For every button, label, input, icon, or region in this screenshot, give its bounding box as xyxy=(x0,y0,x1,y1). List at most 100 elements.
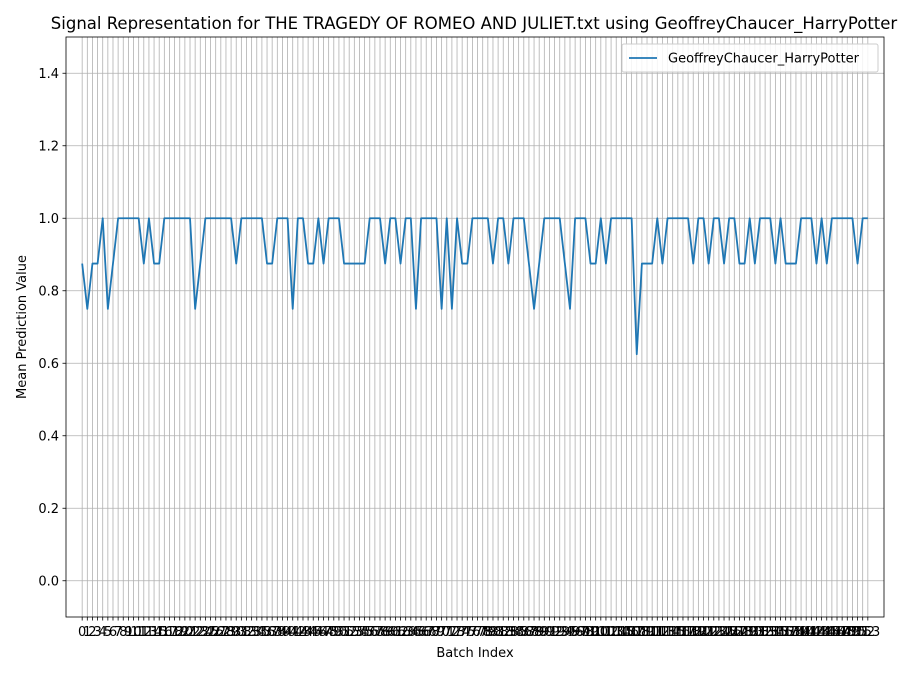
x-tick-label: 46 xyxy=(310,625,327,640)
x-tick-label: 148 xyxy=(830,625,855,640)
chart-title: Signal Representation for THE TRAGEDY OF… xyxy=(51,14,898,34)
x-tick-label: 31 xyxy=(233,625,250,640)
x-tick-label: 97 xyxy=(572,625,589,640)
x-tick-label: 107 xyxy=(619,625,644,640)
x-tick-label: 114 xyxy=(655,625,680,640)
x-tick-label: 102 xyxy=(594,625,619,640)
x-tick-label: 142 xyxy=(799,625,824,640)
x-tick-label: 77 xyxy=(469,625,486,640)
x-tick-label: 8 xyxy=(119,625,127,640)
x-tick-label: 10 xyxy=(125,625,142,640)
series-line xyxy=(81,217,868,356)
x-tick-label: 106 xyxy=(614,625,639,640)
x-tick-label: 72 xyxy=(444,625,461,640)
x-tick-label: 99 xyxy=(582,625,599,640)
x-tick-label: 124 xyxy=(706,625,731,640)
x-tick-label: 87 xyxy=(521,625,538,640)
x-tick-label: 33 xyxy=(243,625,260,640)
x-tick-label: 147 xyxy=(825,625,850,640)
x-tick-label: 51 xyxy=(336,625,353,640)
x-tick-label: 85 xyxy=(510,625,527,640)
x-tick-label: 5 xyxy=(104,625,112,640)
x-tick-label: 89 xyxy=(531,625,548,640)
x-tick-label: 75 xyxy=(459,625,476,640)
x-tick-label: 39 xyxy=(274,625,291,640)
x-tick-label: 57 xyxy=(367,625,384,640)
x-tick-label: 13 xyxy=(141,625,158,640)
x-tick-label: 82 xyxy=(495,625,512,640)
y-tick-label: 1.0 xyxy=(38,212,59,227)
x-tick-label: 100 xyxy=(583,625,608,640)
x-tick-label: 91 xyxy=(541,625,558,640)
x-tick-label: 116 xyxy=(665,625,690,640)
x-tick-label: 70 xyxy=(433,625,450,640)
y-tick-label: 1.4 xyxy=(38,67,59,82)
x-tick-label: 151 xyxy=(845,625,870,640)
x-tick-label: 4 xyxy=(99,625,107,640)
grid xyxy=(66,37,884,617)
x-tick-label: 138 xyxy=(778,625,803,640)
x-tick-label: 101 xyxy=(588,625,613,640)
x-tick-label: 93 xyxy=(551,625,568,640)
x-tick-label: 55 xyxy=(356,625,373,640)
x-tick-label: 3 xyxy=(93,625,101,640)
x-tick-label: 121 xyxy=(691,625,716,640)
x-tick-label: 132 xyxy=(748,625,773,640)
x-tick-label: 81 xyxy=(490,625,507,640)
y-tick-label: 0.0 xyxy=(38,574,59,589)
x-tick-label: 42 xyxy=(290,625,307,640)
x-tick-label: 35 xyxy=(254,625,271,640)
y-axis-label: Mean Prediction Value xyxy=(15,255,30,399)
x-tick-label: 137 xyxy=(773,625,798,640)
x-axis-label: Batch Index xyxy=(436,646,514,661)
x-tick-label: 127 xyxy=(722,625,747,640)
x-tick-label: 94 xyxy=(557,625,574,640)
x-tick-label: 80 xyxy=(485,625,502,640)
x-tick-label: 150 xyxy=(840,625,865,640)
x-tick-label: 103 xyxy=(599,625,624,640)
x-tick-label: 9 xyxy=(124,625,132,640)
x-tick-label: 59 xyxy=(377,625,394,640)
y-tick-label: 0.4 xyxy=(38,429,59,444)
x-tick-label: 118 xyxy=(676,625,701,640)
x-tick-label: 52 xyxy=(341,625,358,640)
x-tick-label: 67 xyxy=(418,625,435,640)
x-tick-label: 145 xyxy=(814,625,839,640)
x-tick-label: 109 xyxy=(629,625,654,640)
x-tick-label: 119 xyxy=(681,625,706,640)
plot-frame xyxy=(65,36,885,618)
x-tick-label: 133 xyxy=(753,625,778,640)
x-tick-label: 98 xyxy=(577,625,594,640)
tick-layer: 0123456789101112131415161718192021222324… xyxy=(38,67,880,640)
x-tick-label: 27 xyxy=(213,625,230,640)
x-tick-label: 63 xyxy=(397,625,414,640)
x-tick-label: 65 xyxy=(408,625,425,640)
x-tick-label: 74 xyxy=(454,625,471,640)
x-tick-label: 117 xyxy=(671,625,696,640)
x-tick-label: 128 xyxy=(727,625,752,640)
y-tick-label: 0.8 xyxy=(38,284,59,299)
x-tick-label: 140 xyxy=(789,625,814,640)
x-tick-label: 49 xyxy=(326,625,343,640)
x-tick-label: 1 xyxy=(83,625,91,640)
x-tick-label: 38 xyxy=(269,625,286,640)
x-tick-label: 28 xyxy=(218,625,235,640)
x-tick-label: 18 xyxy=(166,625,183,640)
x-tick-label: 11 xyxy=(130,625,147,640)
x-tick-label: 64 xyxy=(403,625,420,640)
x-tick-label: 90 xyxy=(536,625,553,640)
x-tick-label: 0 xyxy=(78,625,86,640)
x-tick-label: 95 xyxy=(562,625,579,640)
legend-label: GeoffreyChaucer_HarryPotter xyxy=(668,52,860,67)
x-tick-label: 15 xyxy=(151,625,168,640)
x-tick-label: 115 xyxy=(660,625,685,640)
x-tick-label: 73 xyxy=(449,625,466,640)
x-tick-label: 37 xyxy=(264,625,281,640)
x-tick-label: 78 xyxy=(474,625,491,640)
x-tick-label: 146 xyxy=(819,625,844,640)
x-tick-label: 53 xyxy=(346,625,363,640)
x-tick-label: 47 xyxy=(315,625,332,640)
legend-box xyxy=(621,43,879,73)
series-layer xyxy=(81,217,868,356)
x-tick-label: 48 xyxy=(320,625,337,640)
